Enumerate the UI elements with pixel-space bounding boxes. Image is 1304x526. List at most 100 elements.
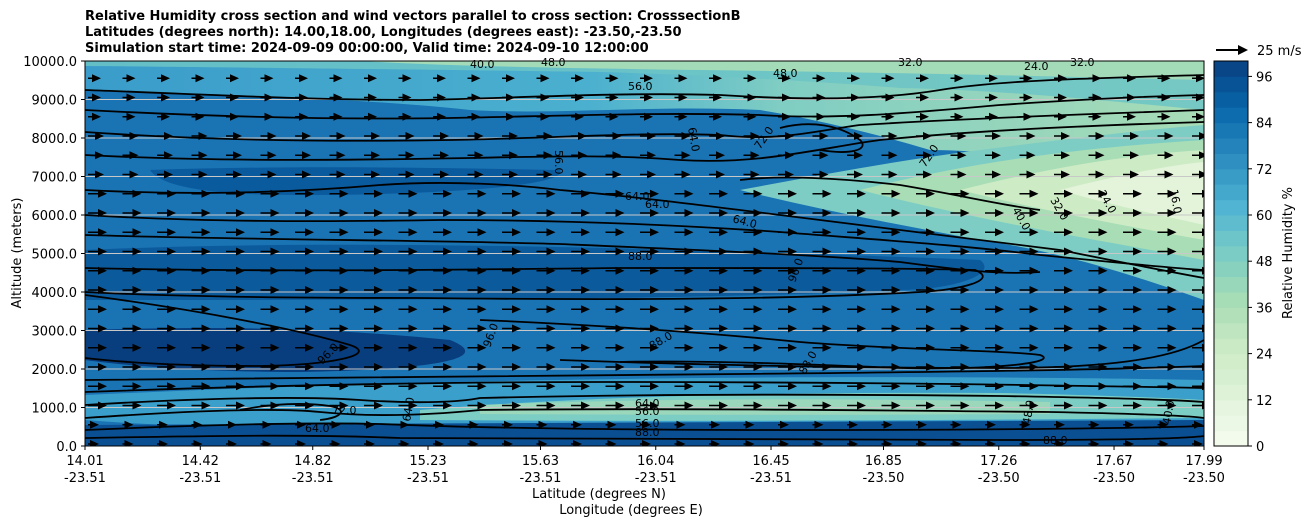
wind-vector-head	[676, 420, 686, 429]
wind-vector-head	[201, 343, 211, 352]
wind-vector-head	[1064, 363, 1073, 371]
wind-vector-head	[719, 266, 728, 275]
wind-vector-head	[339, 266, 349, 275]
wind-vector-head	[995, 189, 1004, 198]
wind-vector-head	[851, 112, 860, 121]
wind-vector-head	[885, 93, 895, 102]
wind-vector-head	[849, 440, 858, 446]
wind-vector-head	[615, 286, 625, 294]
wind-vector-head	[408, 189, 418, 198]
wind-vector-head	[923, 170, 932, 179]
wind-vector-head	[612, 132, 622, 140]
wind-vector-head	[1167, 401, 1177, 410]
wind-vector-head	[1125, 440, 1134, 446]
wind-vector-head	[822, 189, 832, 198]
wind-vector-head	[374, 247, 383, 256]
wind-vector-head	[374, 305, 383, 314]
wind-vector-head	[477, 401, 487, 410]
wind-vector-head	[167, 401, 176, 410]
wind-vector-head	[504, 440, 513, 446]
wind-vector-head	[201, 228, 211, 237]
wind-vector-head	[236, 324, 245, 333]
colorbar-step	[1214, 292, 1248, 308]
wind-vector-head	[857, 324, 866, 333]
contour-label: 24.0	[1024, 60, 1049, 73]
wind-vector-head	[161, 112, 170, 121]
colorbar-tick-label: 12	[1256, 394, 1273, 409]
wind-vector-head	[1202, 305, 1204, 314]
y-tick-label: 3000.0	[32, 325, 78, 340]
wind-vector-head	[615, 189, 625, 198]
wind-vector-head	[1029, 401, 1039, 410]
wind-vector-head	[305, 401, 314, 410]
wind-vector-head	[167, 189, 176, 198]
wind-vector-head	[339, 247, 349, 256]
wind-vector-head	[167, 382, 176, 391]
x-tick-label-lat: 17.99	[1185, 454, 1222, 469]
wind-vector-head	[713, 74, 722, 83]
wind-vector-head	[92, 93, 101, 102]
wind-vector-head	[546, 324, 556, 333]
wind-vector-head	[98, 382, 107, 391]
colorbar-step	[1214, 168, 1248, 185]
wind-vector-head	[992, 170, 1001, 179]
wind-vector-head	[366, 440, 375, 446]
wind-vector-head	[650, 266, 659, 275]
wind-vector-head	[201, 305, 211, 314]
wind-vector-head	[477, 209, 487, 217]
wind-vector-head	[926, 382, 935, 391]
wind-vector-head	[650, 401, 659, 410]
wind-vector-head	[992, 132, 1001, 140]
wind-vector-head	[267, 151, 277, 160]
contour-label: 48.0	[1020, 399, 1037, 425]
wind-vector-head	[926, 343, 935, 352]
wind-vector-head	[647, 132, 656, 140]
wind-vector-head	[1029, 189, 1039, 198]
wind-vector-head	[1092, 74, 1102, 83]
x-tick-label-lon: -23.50	[1093, 471, 1135, 486]
wind-vector-head	[236, 382, 245, 391]
wind-vector-head	[926, 324, 935, 333]
wind-vector-head	[270, 189, 280, 198]
wind-vector-head	[1098, 266, 1108, 275]
wind-vector-head	[543, 151, 553, 160]
wind-vector-head	[331, 440, 341, 446]
wind-vector-head	[95, 170, 104, 179]
wind-vector-head	[891, 324, 901, 333]
wind-vector-head	[1133, 286, 1142, 294]
wind-vector-head	[132, 305, 142, 314]
wind-vector-head	[1064, 266, 1073, 275]
wind-vector-head	[920, 74, 929, 83]
wind-vector-head	[1092, 112, 1102, 121]
wind-vector-head	[888, 170, 898, 179]
wind-vector-head	[233, 170, 242, 179]
x-tick-label-lon: -23.51	[179, 471, 221, 486]
wind-vector-head	[132, 228, 142, 237]
wind-vector-head	[1202, 247, 1204, 256]
wind-vector-head	[1095, 132, 1105, 140]
wind-vector-head	[960, 324, 970, 333]
wind-vector-head	[198, 151, 208, 160]
wind-vector-head	[302, 170, 311, 179]
wind-vector-head	[333, 93, 343, 102]
wind-vector-head	[615, 247, 625, 256]
y-tick-label: 5000.0	[32, 248, 78, 263]
colorbar-step	[1214, 215, 1248, 231]
wind-vector-head	[1056, 440, 1065, 446]
colorbar-step	[1214, 61, 1248, 77]
wind-vector-head	[471, 93, 481, 102]
wind-vector-head	[753, 228, 763, 237]
contour-label: 16.0	[1167, 188, 1184, 214]
wind-vector-head	[443, 247, 452, 256]
contour-label: 64.0	[635, 397, 660, 410]
wind-vector-head	[98, 363, 107, 371]
wind-vector-head	[440, 151, 449, 160]
wind-vector-head	[926, 286, 935, 294]
wind-vector-head	[719, 286, 728, 294]
wind-vector-head	[262, 420, 272, 429]
wind-vector-head	[1133, 266, 1142, 275]
colorbar-tick-label: 36	[1256, 301, 1273, 316]
wind-vector-head	[477, 228, 487, 237]
wind-vector-head	[753, 401, 763, 410]
